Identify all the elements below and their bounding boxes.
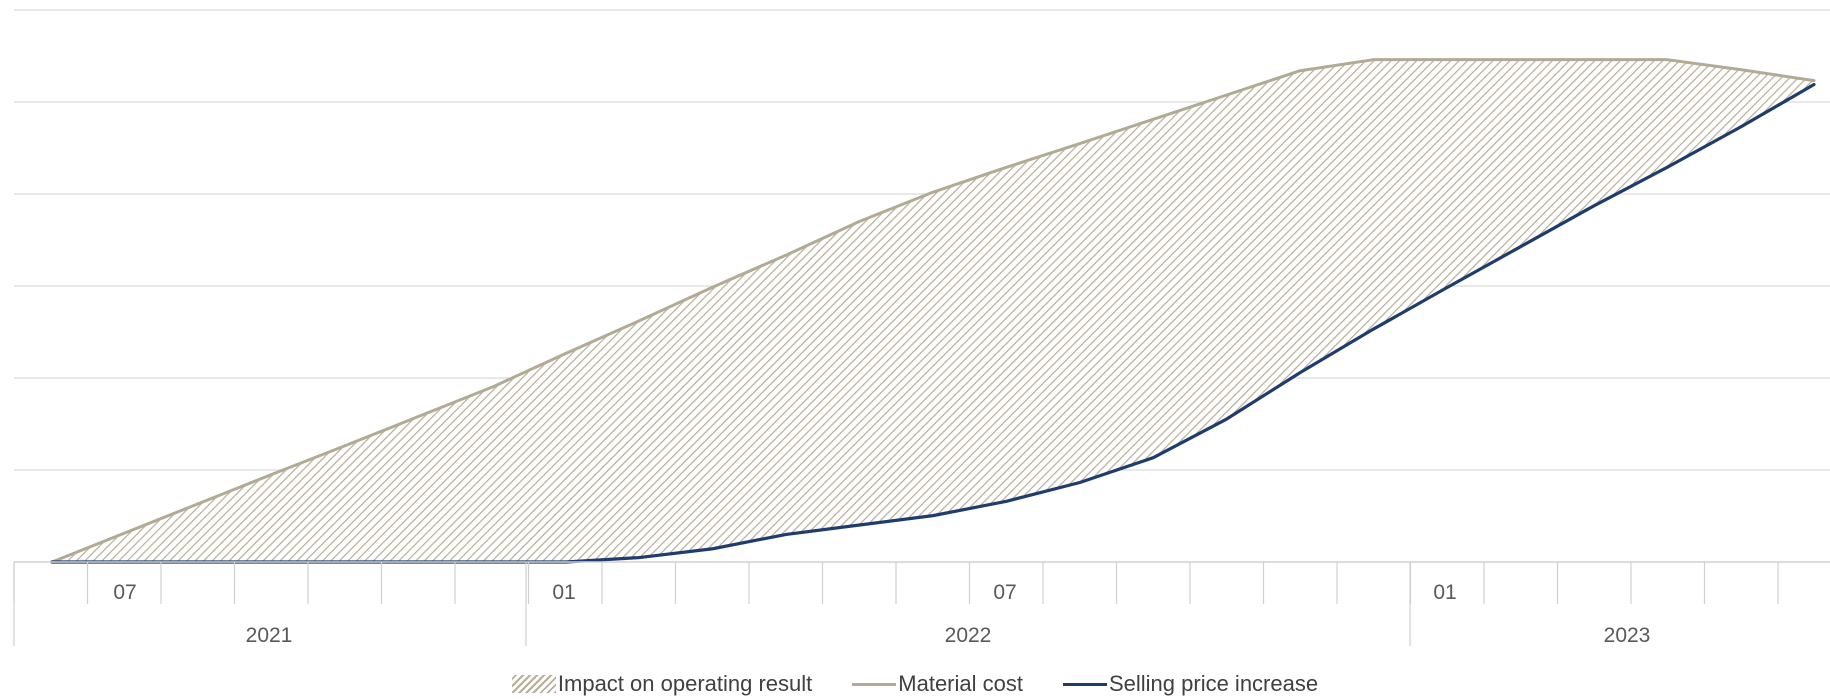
- legend-label-impact: Impact on operating result: [557, 671, 813, 696]
- legend-label-material: Material cost: [898, 671, 1023, 696]
- x-tick-label-01-2022: 01: [552, 581, 575, 604]
- x-tick-label-07-2022: 07: [993, 581, 1016, 604]
- legend-item-material: Material cost: [852, 671, 1023, 697]
- selling-line-swatch-icon: [1062, 682, 1107, 686]
- x-axis: 07 01 07 01 2021 2022 2023: [13, 561, 1830, 647]
- x-tick-label-07-2021: 07: [113, 581, 136, 604]
- material-cost-line: [50, 58, 1816, 564]
- chart-canvas: 07 01 07 01 2021 2022 2023: [13, 9, 1830, 647]
- year-label-2021: 2021: [246, 624, 293, 647]
- year-label-2023: 2023: [1604, 624, 1651, 647]
- material-line-swatch-icon: [852, 682, 897, 686]
- hatch-swatch-icon: [511, 675, 556, 693]
- x-tick-label-01-2023: 01: [1433, 581, 1456, 604]
- legend-item-selling: Selling price increase: [1062, 671, 1319, 697]
- legend-item-impact: Impact on operating result: [511, 671, 813, 697]
- legend: Impact on operating result Material cost…: [0, 668, 1830, 700]
- legend-label-selling: Selling price increase: [1108, 671, 1319, 696]
- impact-on-operating-result-area: [52, 59, 1814, 563]
- impact-area-group: [52, 59, 1814, 563]
- year-label-2022: 2022: [945, 624, 992, 647]
